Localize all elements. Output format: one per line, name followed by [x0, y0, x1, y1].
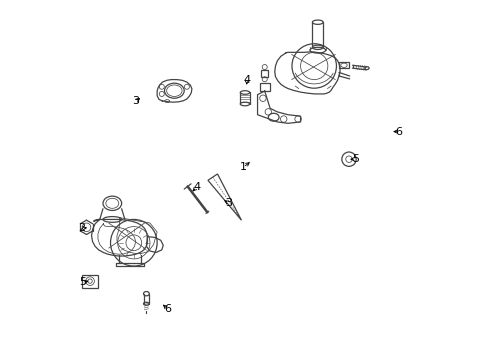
- Text: 3: 3: [132, 96, 139, 106]
- Text: 6: 6: [165, 304, 172, 314]
- Text: 2: 2: [78, 224, 85, 233]
- Text: 4: 4: [243, 75, 250, 85]
- Text: 3: 3: [225, 198, 232, 208]
- Text: 5: 5: [79, 277, 86, 287]
- Text: 4: 4: [193, 182, 200, 192]
- Text: 6: 6: [396, 127, 403, 136]
- Text: 5: 5: [353, 154, 360, 164]
- Text: 1: 1: [240, 162, 246, 172]
